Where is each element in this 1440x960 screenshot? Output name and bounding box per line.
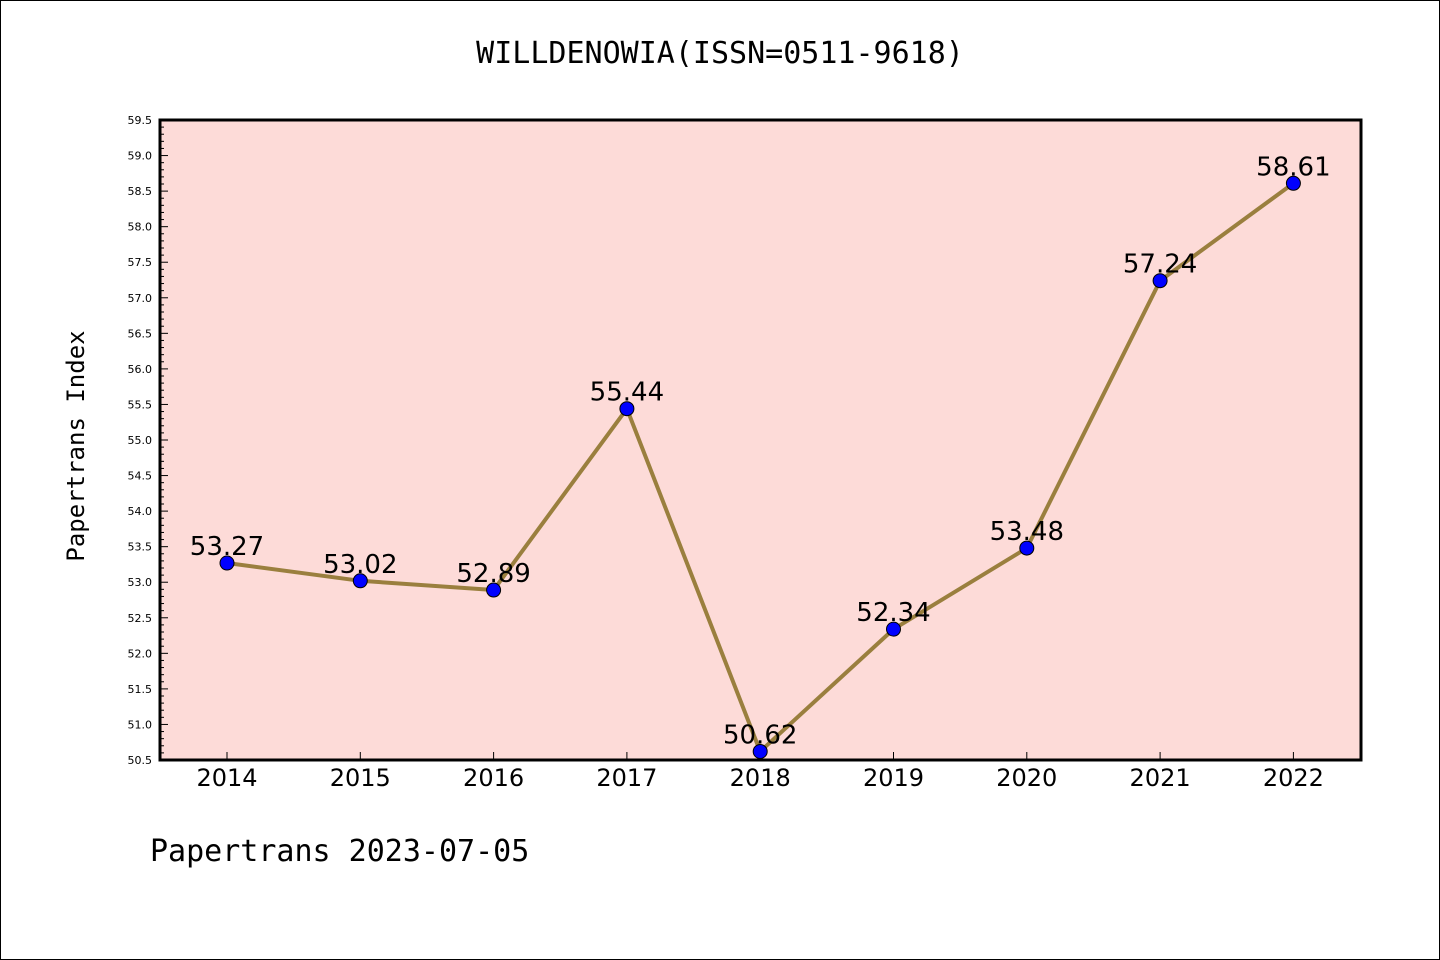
x-tick-label: 2016: [463, 764, 524, 792]
x-tick-label: 2014: [196, 764, 257, 792]
y-tick-label: 53.0: [128, 576, 153, 589]
data-label: 52.34: [856, 598, 930, 628]
y-tick-label: 50.5: [128, 754, 153, 767]
y-tick-label: 55.0: [128, 434, 153, 447]
plot-area-background: [160, 120, 1361, 760]
x-tick-label: 2021: [1130, 764, 1191, 792]
y-tick-label: 57.5: [128, 256, 153, 269]
data-label: 53.48: [990, 517, 1064, 547]
y-tick-label: 54.5: [128, 470, 153, 483]
plot-area-border: [158, 118, 1363, 762]
data-point-marker: [1152, 273, 1168, 289]
y-tick-label: 53.5: [128, 541, 153, 554]
data-point-marker: [352, 573, 368, 589]
data-label: 50.62: [723, 720, 797, 750]
footer-date-stamp: Papertrans 2023-07-05: [150, 834, 530, 869]
y-tick-label: 59.5: [128, 114, 153, 127]
data-label: 52.89: [456, 559, 530, 589]
data-label: 57.24: [1123, 250, 1197, 280]
y-tick-label: 55.5: [128, 398, 153, 411]
data-point-marker: [886, 621, 901, 637]
y-tick-label: 59.0: [128, 150, 153, 163]
data-label: 55.44: [590, 378, 664, 408]
data-label: 53.27: [190, 532, 264, 562]
y-tick-label: 51.5: [128, 683, 153, 696]
x-tick-label: 2019: [863, 764, 924, 792]
x-tick-label: 2017: [596, 764, 657, 792]
data-point-marker: [752, 743, 768, 759]
x-tick-label: 2015: [330, 764, 391, 792]
y-tick-label: 57.0: [128, 292, 153, 305]
y-tick-label: 54.0: [128, 505, 153, 518]
chart-title: WILLDENOWIA(ISSN=0511-9618): [476, 36, 964, 71]
y-tick-label: 56.5: [128, 327, 153, 340]
x-tick-label: 2022: [1263, 764, 1324, 792]
data-point-marker: [1019, 540, 1035, 556]
x-tick-label: 2020: [996, 764, 1057, 792]
data-point-marker: [219, 555, 235, 571]
data-label: 58.61: [1256, 152, 1330, 182]
data-point-marker: [486, 582, 502, 598]
data-label: 53.02: [323, 550, 397, 580]
data-point-marker: [619, 401, 635, 417]
y-tick-label: 51.0: [128, 718, 153, 731]
y-tick-label: 52.5: [128, 612, 153, 625]
data-point-marker: [1285, 175, 1301, 191]
y-tick-label: 56.0: [128, 363, 153, 376]
x-tick-label: 2018: [730, 764, 791, 792]
y-tick-label: 58.0: [128, 221, 153, 234]
y-tick-label: 52.0: [128, 647, 153, 660]
y-tick-label: 58.5: [128, 185, 153, 198]
